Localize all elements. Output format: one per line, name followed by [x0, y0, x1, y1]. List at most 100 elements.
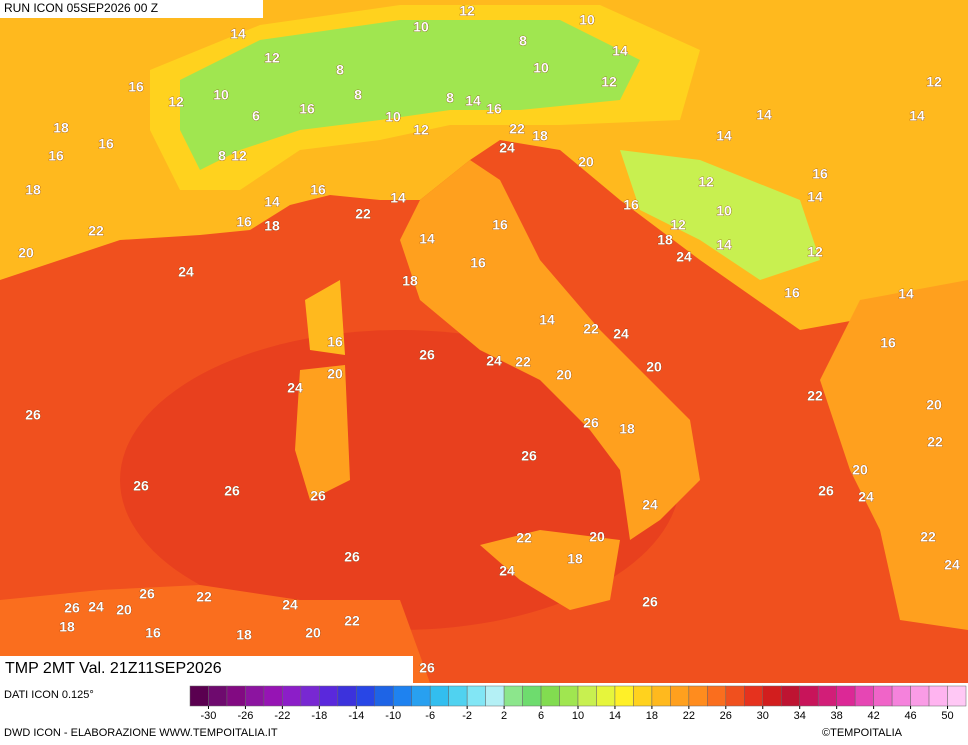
temp-label: 14: [756, 107, 772, 123]
swatch: [319, 685, 339, 707]
temp-label: 26: [310, 488, 326, 504]
temp-label: 18: [53, 120, 69, 136]
swatch: [688, 685, 708, 707]
temp-label: 26: [818, 483, 834, 499]
tick-label: -14: [348, 710, 364, 722]
tick-label: -30: [201, 710, 217, 722]
swatch: [910, 685, 930, 707]
swatch: [633, 685, 653, 707]
swatch: [762, 685, 782, 707]
temp-label: 24: [486, 353, 502, 369]
temp-label: 22: [583, 321, 599, 337]
temp-label: 12: [698, 174, 714, 190]
temp-label: 20: [852, 462, 868, 478]
swatch: [245, 685, 265, 707]
temp-label: 10: [716, 203, 732, 219]
temp-label: 22: [927, 434, 943, 450]
temp-label: 10: [533, 60, 549, 76]
temp-label: 16: [299, 101, 315, 117]
swatch: [189, 685, 209, 707]
temp-label: 6: [252, 108, 260, 124]
temp-label: 22: [509, 121, 525, 137]
swatch: [208, 685, 228, 707]
swatch: [577, 685, 597, 707]
copyright: ©TEMPOITALIA: [822, 727, 903, 739]
temp-label: 22: [920, 529, 936, 545]
variable-title: TMP 2MT Val. 21Z11SEP2026: [5, 660, 222, 677]
temp-label: 26: [583, 415, 599, 431]
swatch: [374, 685, 394, 707]
temp-label: 16: [145, 625, 161, 641]
tick-label: 46: [904, 710, 916, 722]
tick-label: 38: [831, 710, 843, 722]
temp-label: 16: [880, 335, 896, 351]
temp-label: 18: [264, 218, 280, 234]
variable-box: [0, 656, 413, 683]
temp-label: 26: [642, 594, 658, 610]
temp-label: 8: [218, 148, 226, 164]
swatch: [891, 685, 911, 707]
temp-label: 16: [310, 182, 326, 198]
temp-label: 14: [909, 108, 925, 124]
temp-label: 16: [784, 285, 800, 301]
swatch: [725, 685, 745, 707]
temp-label: 10: [385, 109, 401, 125]
temp-label: 26: [344, 549, 360, 565]
temp-label: 12: [168, 94, 184, 110]
swatch: [780, 685, 800, 707]
temp-label: 20: [116, 602, 132, 618]
temp-label: 22: [807, 388, 823, 404]
temp-label: 16: [623, 197, 639, 213]
temp-label: 26: [521, 448, 537, 464]
swatch: [836, 685, 856, 707]
temp-label: 18: [236, 627, 252, 643]
temp-label: 22: [196, 589, 212, 605]
source: DATI ICON 0.125°: [4, 689, 94, 701]
temp-label: 16: [812, 166, 828, 182]
temp-label: 14: [465, 93, 481, 109]
temp-label: 14: [390, 190, 406, 206]
temp-label: 16: [128, 79, 144, 95]
temp-label: 18: [532, 128, 548, 144]
temp-label: 14: [716, 128, 732, 144]
swatch: [300, 685, 320, 707]
alps: [180, 20, 640, 170]
temp-label: 16: [98, 136, 114, 152]
tick-label: 34: [794, 710, 806, 722]
swatch: [522, 685, 542, 707]
sicily: [480, 530, 620, 610]
temp-label: 14: [419, 231, 435, 247]
temp-label: 12: [413, 122, 429, 138]
temp-label: 24: [88, 599, 104, 615]
temp-label: 24: [178, 264, 194, 280]
temp-label: 22: [88, 223, 104, 239]
temp-label: 26: [64, 600, 80, 616]
swatch: [854, 685, 874, 707]
swatch: [873, 685, 893, 707]
tick-label: 42: [867, 710, 879, 722]
temp-label: 20: [578, 154, 594, 170]
tick-label: 2: [501, 710, 507, 722]
temp-label: 26: [133, 478, 149, 494]
tick-label: -2: [462, 710, 472, 722]
temp-label: 20: [589, 529, 605, 545]
swatch: [503, 685, 523, 707]
tick-label: -18: [311, 710, 327, 722]
temp-label: 20: [646, 359, 662, 375]
temp-label: 18: [657, 232, 673, 248]
temp-label: 12: [231, 148, 247, 164]
tick-label: -22: [274, 710, 290, 722]
colorbar: -30 -26 -22 -18 -14 -10 -6 -2 2 6 10 14 18 22 26 30 34 38…: [189, 685, 967, 722]
swatch: [559, 685, 579, 707]
swatch: [928, 685, 948, 707]
temp-label: 26: [419, 660, 435, 676]
tick-label: 6: [538, 710, 544, 722]
temp-label: 24: [676, 249, 692, 265]
header-box: [0, 0, 263, 18]
temp-label: 12: [264, 50, 280, 66]
temp-label: 8: [446, 90, 454, 106]
swatch: [263, 685, 283, 707]
swatch: [540, 685, 560, 707]
